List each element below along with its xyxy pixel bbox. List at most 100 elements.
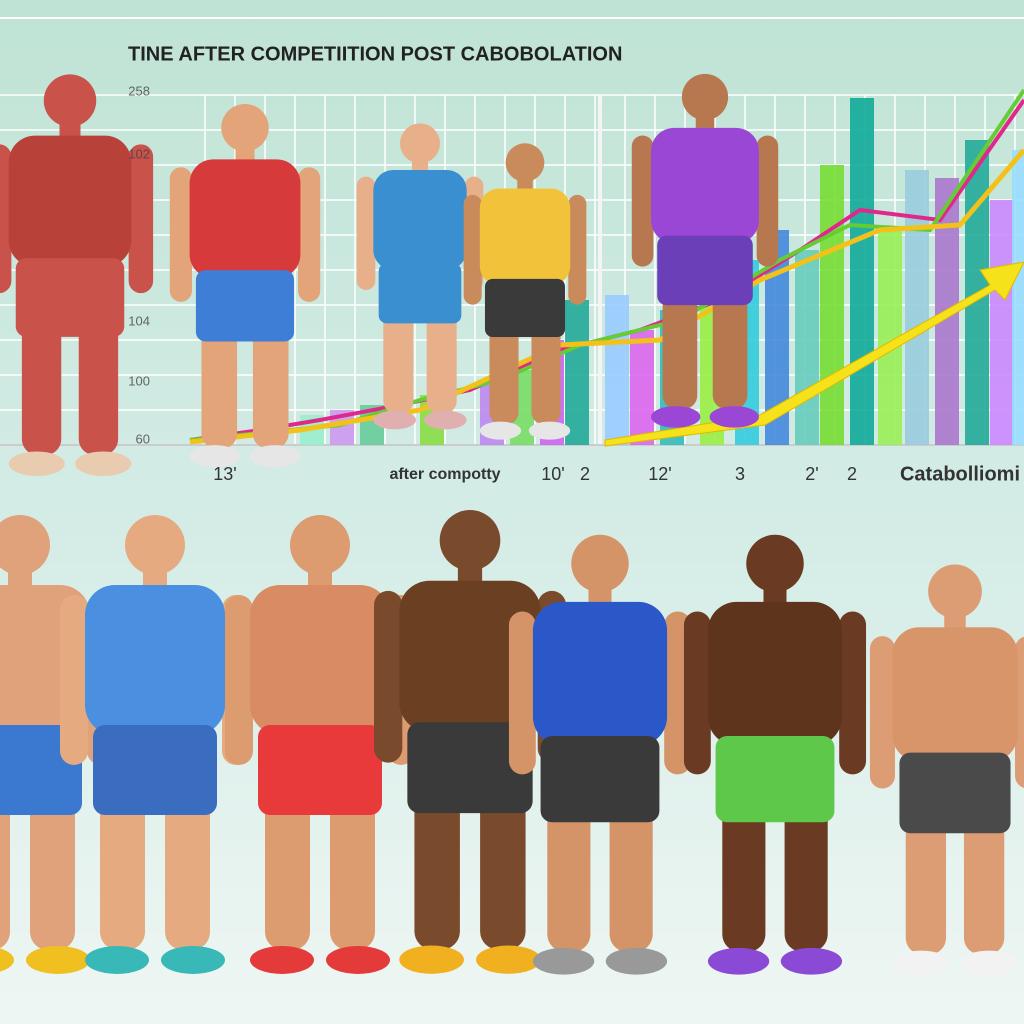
athlete [869, 564, 1024, 976]
arm [683, 611, 711, 775]
head [400, 123, 440, 164]
arm [374, 590, 403, 763]
shoe [373, 410, 416, 430]
shorts [407, 722, 533, 814]
arm [839, 611, 867, 775]
athlete [631, 73, 779, 428]
torso [85, 585, 225, 735]
head [571, 534, 629, 593]
shorts [715, 736, 835, 823]
athletes [0, 73, 1024, 976]
bar [990, 200, 1014, 445]
arm [60, 595, 88, 765]
athlete [683, 534, 867, 975]
head [928, 564, 982, 619]
arm [508, 611, 536, 775]
head [681, 73, 729, 121]
torso [651, 127, 759, 244]
head [746, 534, 804, 593]
head [0, 515, 50, 575]
title: TINE AFTER COMPETIITION POST CABOBOLATIO… [128, 43, 622, 65]
shorts [378, 263, 462, 324]
x-tick-label: Catabolliomi [900, 463, 1020, 485]
shoe [424, 410, 467, 430]
shoe [709, 406, 759, 428]
athlete [0, 74, 154, 476]
arm [568, 194, 587, 305]
bar [820, 165, 844, 445]
torso [189, 159, 301, 279]
shoe [476, 945, 541, 974]
arm [463, 194, 482, 305]
bar [795, 250, 819, 445]
shoe [189, 445, 241, 468]
shoe [250, 946, 314, 974]
shoe [0, 948, 14, 972]
shorts [93, 725, 217, 815]
torso [707, 601, 843, 746]
x-tick-label: 10' [541, 464, 564, 484]
arm [169, 167, 192, 302]
torso [479, 188, 571, 286]
shorts [484, 278, 566, 337]
shorts [258, 725, 382, 815]
shoe [651, 406, 701, 428]
bar [1012, 150, 1024, 445]
athlete [463, 143, 587, 440]
torso [373, 170, 467, 270]
shoe [8, 451, 65, 476]
head [439, 510, 501, 571]
head [221, 103, 269, 152]
arm [356, 176, 376, 290]
shoe [479, 421, 522, 440]
shoe [528, 421, 571, 440]
torso [399, 580, 541, 733]
arm [128, 144, 154, 294]
bar [630, 330, 654, 445]
shoe [85, 946, 149, 974]
athlete [169, 103, 321, 468]
head [125, 515, 185, 575]
x-tick-label: 3 [735, 464, 745, 484]
axis-labels: 258 102 104 100 60 13' after compotty 10' 2 12' 3 2… [128, 83, 1020, 485]
bar [605, 295, 629, 445]
x-tick-label: after compotty [389, 466, 500, 483]
shorts [657, 235, 753, 306]
shorts [540, 736, 660, 823]
x-tick-label: 13' [213, 464, 236, 484]
shoe [605, 947, 668, 975]
arm [0, 144, 12, 294]
shoe [960, 950, 1018, 976]
shoe [161, 946, 225, 974]
x-tick-label: 2 [847, 464, 857, 484]
shoe [707, 947, 770, 975]
shoe [75, 451, 132, 476]
shorts [899, 752, 1011, 834]
torso [532, 601, 668, 746]
shoe [892, 950, 950, 976]
torso [8, 135, 132, 267]
shorts [195, 270, 295, 342]
arm [869, 636, 895, 789]
y-tick-label: 60 [136, 431, 150, 446]
bar [850, 98, 874, 445]
torso [892, 627, 1018, 762]
head [43, 74, 97, 127]
chart-lines [189, 88, 1024, 447]
shoe [780, 947, 843, 975]
trend-arrow [604, 261, 1024, 447]
bar [905, 170, 929, 445]
head [290, 515, 350, 575]
shorts [15, 258, 125, 337]
x-tick-label: 12' [648, 464, 671, 484]
y-tick-label: 100 [128, 373, 150, 388]
y-tick-label: 102 [128, 146, 150, 161]
shoe [326, 946, 390, 974]
shoe [249, 445, 301, 468]
athlete [225, 515, 415, 974]
x-tick-label: 2 [580, 464, 590, 484]
y-tick-label: 104 [128, 313, 150, 328]
arm [225, 595, 253, 765]
